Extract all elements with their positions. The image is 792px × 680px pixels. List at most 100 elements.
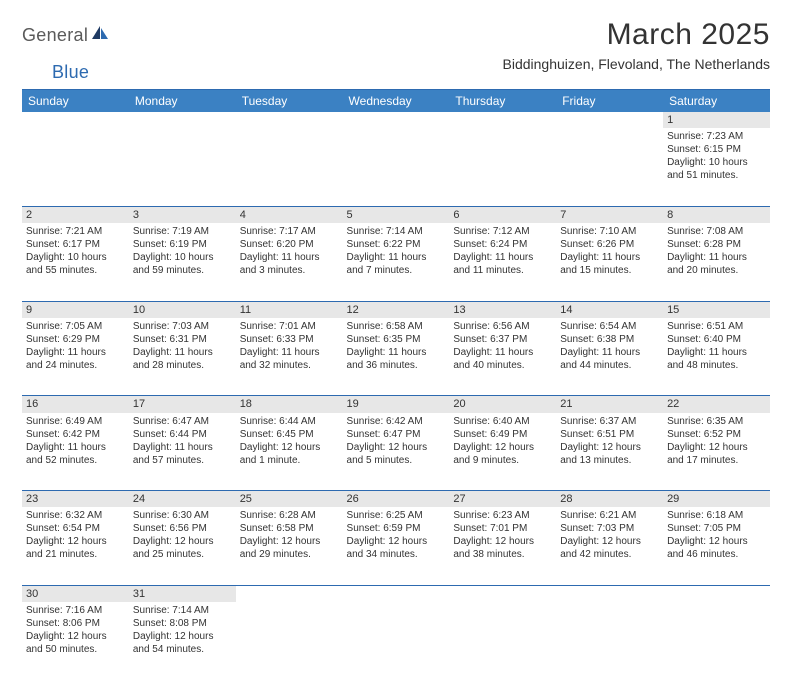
day-info-cell: [129, 128, 236, 206]
day-info-line: Sunrise: 6:32 AM: [26, 509, 125, 522]
calendar-table: Sunday Monday Tuesday Wednesday Thursday…: [22, 90, 770, 680]
day-info-cell: Sunrise: 6:44 AMSunset: 6:45 PMDaylight:…: [236, 413, 343, 491]
day-info-line: Daylight: 11 hours: [453, 346, 552, 359]
day-number-cell: [449, 112, 556, 128]
day-number-cell: 7: [556, 206, 663, 223]
day-info-line: Daylight: 12 hours: [560, 535, 659, 548]
logo-text-general: General: [22, 25, 88, 46]
day-info-line: and 1 minute.: [240, 454, 339, 467]
day-info-cell: Sunrise: 7:10 AMSunset: 6:26 PMDaylight:…: [556, 223, 663, 301]
day-info-line: Sunset: 6:56 PM: [133, 522, 232, 535]
day-info-line: and 48 minutes.: [667, 359, 766, 372]
day-info-line: and 38 minutes.: [453, 548, 552, 561]
day-number-cell: 9: [22, 301, 129, 318]
day-info-line: Daylight: 12 hours: [453, 535, 552, 548]
day-info-line: and 15 minutes.: [560, 264, 659, 277]
day-info-line: and 42 minutes.: [560, 548, 659, 561]
info-row: Sunrise: 7:05 AMSunset: 6:29 PMDaylight:…: [22, 318, 770, 396]
day-info-line: Sunset: 6:26 PM: [560, 238, 659, 251]
day-info-line: and 11 minutes.: [453, 264, 552, 277]
day-info-line: Sunrise: 7:19 AM: [133, 225, 232, 238]
daynum-row: 2345678: [22, 206, 770, 223]
day-info-cell: Sunrise: 7:19 AMSunset: 6:19 PMDaylight:…: [129, 223, 236, 301]
day-number-cell: 23: [22, 491, 129, 508]
day-info-line: Sunset: 6:15 PM: [667, 143, 766, 156]
daynum-row: 9101112131415: [22, 301, 770, 318]
day-info-line: and 34 minutes.: [347, 548, 446, 561]
day-info-cell: Sunrise: 6:25 AMSunset: 6:59 PMDaylight:…: [343, 507, 450, 585]
day-info-line: Daylight: 12 hours: [133, 630, 232, 643]
day-number-cell: [663, 585, 770, 602]
day-number-cell: [449, 585, 556, 602]
day-info-line: and 24 minutes.: [26, 359, 125, 372]
day-info-line: and 13 minutes.: [560, 454, 659, 467]
day-number-cell: 1: [663, 112, 770, 128]
day-number-cell: 14: [556, 301, 663, 318]
weekday-header: Sunday: [22, 90, 129, 112]
day-info-line: and 55 minutes.: [26, 264, 125, 277]
day-info-line: and 17 minutes.: [667, 454, 766, 467]
day-info-line: and 59 minutes.: [133, 264, 232, 277]
day-info-line: Sunset: 6:40 PM: [667, 333, 766, 346]
day-info-line: Sunrise: 7:21 AM: [26, 225, 125, 238]
day-info-line: Sunrise: 7:03 AM: [133, 320, 232, 333]
day-number-cell: 22: [663, 396, 770, 413]
day-info-cell: Sunrise: 6:51 AMSunset: 6:40 PMDaylight:…: [663, 318, 770, 396]
day-info-line: Sunset: 6:28 PM: [667, 238, 766, 251]
day-info-line: Daylight: 12 hours: [240, 535, 339, 548]
day-number-cell: [556, 112, 663, 128]
day-number-cell: 12: [343, 301, 450, 318]
day-info-line: and 7 minutes.: [347, 264, 446, 277]
day-info-line: Daylight: 11 hours: [347, 346, 446, 359]
day-info-cell: Sunrise: 6:56 AMSunset: 6:37 PMDaylight:…: [449, 318, 556, 396]
day-info-cell: Sunrise: 6:49 AMSunset: 6:42 PMDaylight:…: [22, 413, 129, 491]
day-info-line: Sunset: 7:01 PM: [453, 522, 552, 535]
day-number-cell: 20: [449, 396, 556, 413]
day-info-line: and 20 minutes.: [667, 264, 766, 277]
info-row: Sunrise: 7:21 AMSunset: 6:17 PMDaylight:…: [22, 223, 770, 301]
day-info-line: Sunset: 8:08 PM: [133, 617, 232, 630]
day-info-cell: Sunrise: 7:21 AMSunset: 6:17 PMDaylight:…: [22, 223, 129, 301]
day-number-cell: 5: [343, 206, 450, 223]
day-info-cell: [556, 128, 663, 206]
day-info-cell: Sunrise: 7:23 AMSunset: 6:15 PMDaylight:…: [663, 128, 770, 206]
day-number-cell: 3: [129, 206, 236, 223]
day-number-cell: 11: [236, 301, 343, 318]
day-info-line: Sunset: 6:47 PM: [347, 428, 446, 441]
day-info-line: Sunset: 8:06 PM: [26, 617, 125, 630]
day-info-line: Daylight: 12 hours: [240, 441, 339, 454]
day-info-line: and 25 minutes.: [133, 548, 232, 561]
day-info-line: Daylight: 11 hours: [667, 251, 766, 264]
day-info-cell: Sunrise: 7:08 AMSunset: 6:28 PMDaylight:…: [663, 223, 770, 301]
day-info-line: Daylight: 12 hours: [453, 441, 552, 454]
day-number-cell: [236, 112, 343, 128]
day-info-line: Sunset: 6:31 PM: [133, 333, 232, 346]
day-number-cell: 30: [22, 585, 129, 602]
day-info-line: Sunset: 6:45 PM: [240, 428, 339, 441]
day-info-line: Sunset: 6:49 PM: [453, 428, 552, 441]
day-info-line: and 5 minutes.: [347, 454, 446, 467]
day-number-cell: [236, 585, 343, 602]
day-info-cell: Sunrise: 7:14 AMSunset: 6:22 PMDaylight:…: [343, 223, 450, 301]
day-info-line: Sunrise: 6:30 AM: [133, 509, 232, 522]
sail-icon: [90, 24, 110, 47]
day-info-line: Sunrise: 6:18 AM: [667, 509, 766, 522]
day-info-line: Daylight: 11 hours: [133, 346, 232, 359]
day-info-line: Sunrise: 6:54 AM: [560, 320, 659, 333]
day-number-cell: [129, 112, 236, 128]
day-info-line: Daylight: 10 hours: [133, 251, 232, 264]
day-number-cell: 31: [129, 585, 236, 602]
day-info-line: Sunset: 6:44 PM: [133, 428, 232, 441]
day-info-cell: Sunrise: 6:23 AMSunset: 7:01 PMDaylight:…: [449, 507, 556, 585]
day-info-line: Sunset: 6:24 PM: [453, 238, 552, 251]
day-number-cell: 21: [556, 396, 663, 413]
day-info-cell: [343, 602, 450, 680]
day-info-line: and 40 minutes.: [453, 359, 552, 372]
day-info-line: Sunset: 6:29 PM: [26, 333, 125, 346]
day-info-line: Sunrise: 6:28 AM: [240, 509, 339, 522]
day-info-line: Daylight: 11 hours: [240, 251, 339, 264]
day-info-line: Sunset: 7:03 PM: [560, 522, 659, 535]
day-info-cell: [663, 602, 770, 680]
day-info-line: Sunrise: 6:56 AM: [453, 320, 552, 333]
day-info-line: and 44 minutes.: [560, 359, 659, 372]
